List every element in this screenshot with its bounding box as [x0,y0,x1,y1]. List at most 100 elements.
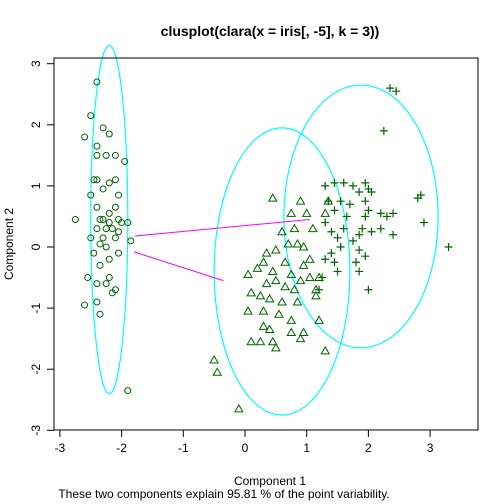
data-point-plus-18 [376,209,385,218]
data-point-plus-5 [324,197,333,206]
cluster-ellipse-3 [283,84,439,349]
x-tick-label: -3 [55,441,66,455]
data-point-triangle-25 [304,272,315,282]
data-point-plus-9 [361,178,370,187]
data-point-plus-14 [336,197,345,206]
data-point-plus-41 [361,252,370,261]
data-point-circle-30 [108,225,116,233]
data-point-triangle-24 [295,275,306,285]
data-point-plus-29 [327,227,336,236]
data-point-triangle-52 [209,355,220,364]
data-point-triangle-45 [298,327,309,337]
data-point-circle-11 [90,176,98,184]
y-tick-label: 0 [29,243,43,250]
data-point-circle-32 [99,234,107,242]
data-point-circle-39 [115,249,123,257]
data-point-plus-1 [385,84,394,93]
data-point-plus-20 [342,212,351,221]
data-point-plus-3 [379,126,388,135]
data-point-plus-46 [355,267,364,276]
data-point-plus-43 [352,258,361,267]
data-point-circle-47 [108,289,116,297]
chart-title: clusplot(clara(x = iris[, -5], k = 3)) [161,23,380,39]
data-point-circle-26 [124,219,132,227]
data-point-circle-10 [93,151,101,159]
y-tick-label: -2 [29,364,43,375]
data-point-plus-22 [382,212,391,221]
data-point-circle-34 [96,240,104,248]
data-point-circle-9 [121,157,129,165]
data-point-circle-12 [93,176,101,184]
cluster-ellipse-2 [213,127,351,416]
data-point-circle-27 [115,216,123,224]
data-point-triangle-47 [255,336,266,346]
x-tick-label: 1 [303,441,310,455]
x-tick-label: 2 [365,441,372,455]
data-point-circle-3 [81,133,89,141]
data-point-plus-15 [361,197,370,206]
data-point-triangle-29 [289,284,300,294]
data-point-plus-26 [339,224,348,233]
data-point-triangle-43 [264,324,275,333]
data-point-circle-40 [105,255,113,263]
data-point-circle-28 [102,225,110,233]
data-point-triangle-23 [270,275,281,285]
data-point-triangle-19 [252,263,263,272]
data-point-plus-40 [321,255,330,264]
data-point-triangle-39 [274,309,284,318]
data-point-triangle-6 [320,208,331,217]
data-point-triangle-13 [270,245,281,254]
data-point-triangle-38 [258,306,269,315]
data-point-triangle-35 [292,296,303,306]
y-tick-label: 1 [29,182,43,189]
data-point-plus-2 [392,87,401,96]
data-point-plus-39 [444,243,453,251]
x-tick-label: -2 [116,441,127,455]
data-point-circle-6 [93,142,101,150]
data-point-circle-31 [87,234,95,242]
data-point-circle-24 [105,219,113,227]
plot-content [71,44,453,416]
data-point-plus-10 [355,188,364,197]
data-point-circle-29 [93,225,101,233]
data-point-circle-36 [102,243,110,251]
data-point-plus-7 [339,178,348,187]
data-point-plus-34 [333,233,342,242]
data-point-circle-1 [93,78,101,86]
data-point-circle-15 [99,185,107,193]
data-point-triangle-21 [286,269,297,278]
data-point-plus-4 [321,181,330,190]
cluster-distance-line-1 [135,219,310,237]
data-point-circle-42 [84,274,92,282]
data-point-circle-37 [127,237,135,245]
data-point-triangle-7 [289,223,300,233]
x-axis-label: Component 1 [234,474,306,488]
data-point-plus-16 [330,206,339,215]
data-point-triangle-31 [246,287,257,297]
data-point-triangle-51 [320,345,331,355]
data-point-triangle-50 [270,342,281,352]
data-point-triangle-16 [258,257,269,266]
data-point-plus-6 [330,178,339,187]
data-point-circle-20 [99,216,107,224]
data-point-circle-13 [105,179,113,187]
data-point-circle-51 [124,387,132,395]
data-point-triangle-40 [286,315,297,324]
y-axis: -3 -2 -1 0 1 2 3 [29,60,55,436]
data-point-plus-17 [364,206,373,215]
data-point-circle-45 [102,280,110,288]
data-point-triangle-48 [267,336,278,346]
data-point-circle-7 [111,151,119,159]
data-point-triangle-53 [212,367,223,376]
data-point-triangle-37 [243,306,253,315]
data-point-triangle-15 [304,254,315,263]
data-point-triangle-32 [255,290,266,300]
data-point-circle-14 [111,176,119,184]
data-point-plus-44 [318,273,327,282]
y-tick-label: -1 [29,302,43,313]
data-point-plus-27 [358,224,367,233]
data-point-triangle-22 [243,269,253,278]
data-point-triangle-18 [298,260,309,269]
data-point-triangle-2 [295,196,306,205]
